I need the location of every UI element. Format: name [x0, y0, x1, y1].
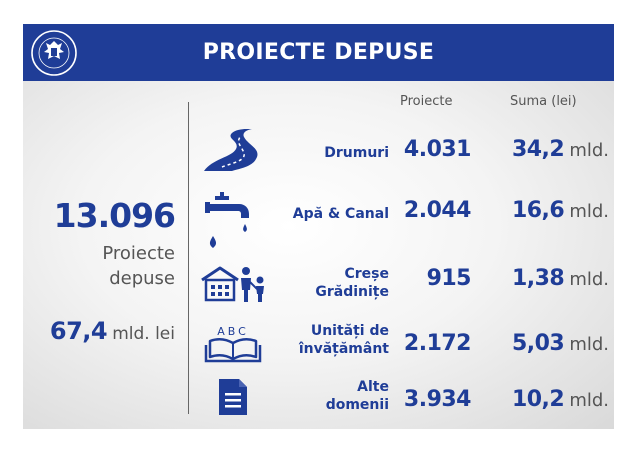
- column-header-projects: Proiecte: [400, 94, 453, 109]
- total-amount-value: 67,4: [49, 317, 108, 345]
- amount-unit-crese-gradinite: mld.: [569, 269, 609, 290]
- government-seal-logo: [31, 30, 77, 76]
- count-unitati-invatamant: 2.172: [403, 331, 472, 356]
- amount-apa-canal: 16,6 mld.: [512, 198, 609, 223]
- amount-value-crese-gradinite: 1,38: [511, 266, 565, 291]
- page-title: PROIECTE DEPUSE: [202, 40, 435, 65]
- nursery-icon: [201, 266, 264, 302]
- projects-label-line2: depuse: [109, 268, 175, 289]
- category-label-crese: Creșe: [344, 266, 389, 282]
- category-label-apa-canal: Apă & Canal: [292, 206, 389, 222]
- abc-text: ABC: [217, 325, 249, 338]
- category-label-invatamant: învățământ: [298, 341, 389, 357]
- count-alte-domenii: 3.934: [403, 387, 472, 412]
- total-amount: 67,4 mld. lei: [23, 317, 175, 345]
- amount-crese-gradinite: 1,38 mld.: [512, 266, 609, 291]
- category-label-gradinite: Grădinițe: [315, 284, 389, 300]
- category-label-drumuri: Drumuri: [324, 145, 389, 161]
- count-drumuri: 4.031: [403, 137, 472, 162]
- count-crese-gradinite: 915: [426, 266, 472, 291]
- column-header-amount: Suma (lei): [510, 94, 577, 109]
- amount-unit-drumuri: mld.: [569, 140, 609, 161]
- header-bar: PROIECTE DEPUSE: [23, 24, 614, 81]
- total-projects-value: 13.096: [53, 196, 176, 235]
- amount-alte-domenii: 10,2 mld.: [512, 387, 609, 412]
- amount-drumuri: 34,2 mld.: [512, 137, 609, 162]
- amount-value-drumuri: 34,2: [511, 137, 565, 162]
- projects-label-line1: Proiecte: [102, 243, 175, 264]
- infographic-card: PROIECTE DEPUSE Proiecte Suma (lei) 13.0…: [23, 24, 614, 429]
- amount-value-apa-canal: 16,6: [511, 198, 565, 223]
- school-book-icon: ABC: [204, 325, 262, 363]
- category-label-alte: Alte: [357, 379, 389, 395]
- vertical-divider: [188, 102, 189, 414]
- category-label-domenii: domenii: [325, 397, 389, 413]
- water-tap-icon: [205, 192, 249, 248]
- amount-unit-alte-domenii: mld.: [569, 390, 609, 411]
- amount-unit-apa-canal: mld.: [569, 201, 609, 222]
- total-amount-unit: mld. lei: [112, 324, 175, 344]
- count-apa-canal: 2.044: [403, 198, 472, 223]
- category-label-unitati: Unități de: [310, 323, 389, 339]
- document-icon: [219, 379, 247, 415]
- amount-unitati-invatamant: 5,03 mld.: [512, 331, 609, 356]
- amount-unit-unitati-invatamant: mld.: [569, 334, 609, 355]
- amount-value-alte-domenii: 10,2: [511, 387, 565, 412]
- road-icon: [204, 129, 258, 171]
- amount-value-unitati-invatamant: 5,03: [511, 331, 565, 356]
